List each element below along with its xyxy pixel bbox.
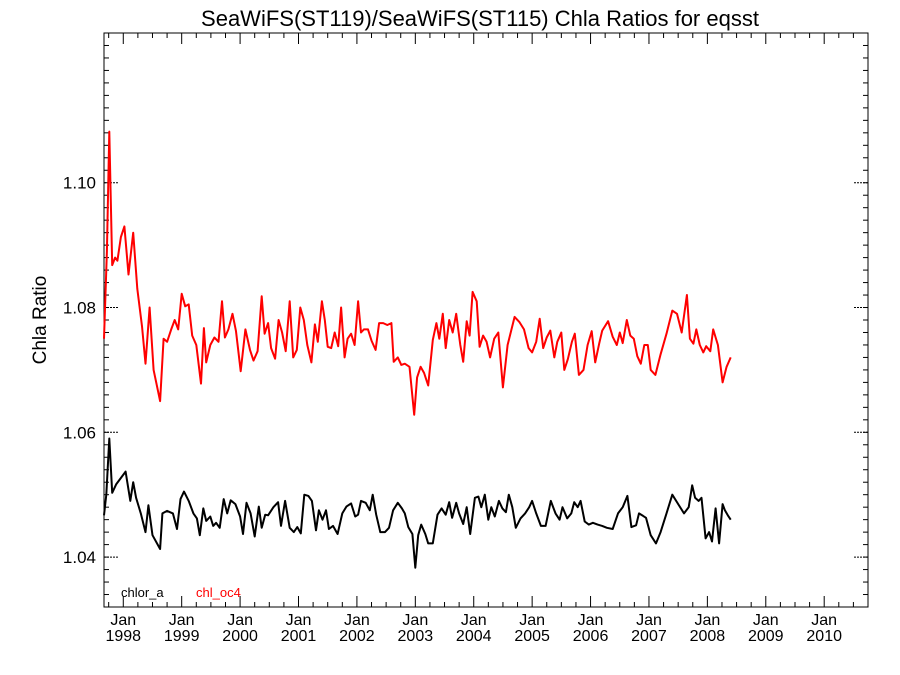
legend-entry-chl-oc4: chl_oc4 [196,585,241,600]
x-tick-label-month: Jan [402,612,428,629]
y-tick-label: 1.06 [63,423,96,442]
x-tick-label-month: Jan [753,612,779,629]
series-line-chlor-a [103,437,732,569]
y-axis-label: Chla Ratio [30,276,51,365]
x-tick-label-year: 2007 [631,628,667,645]
y-tick-label: 1.08 [63,299,96,318]
x-tick-label-month: Jan [578,612,604,629]
x-tick-label-year: 2008 [690,628,726,645]
x-tick-label-year: 2006 [573,628,609,645]
x-tick-label-year: 2010 [806,628,842,645]
x-tick-label-year: 2004 [456,628,492,645]
x-tick-label-month: Jan [286,612,312,629]
y-tick-label: 1.04 [63,548,96,567]
x-tick-label-month: Jan [227,612,253,629]
legend: chlor_a chl_oc4 [121,585,241,600]
x-tick-label-year: 2000 [222,628,258,645]
y-tick-label: 1.10 [63,174,96,193]
x-tick-label-year: 2009 [748,628,784,645]
x-tick-label-month: Jan [461,612,487,629]
x-tick-label-year: 1998 [105,628,141,645]
series-line-chl-oc4 [103,130,732,416]
x-tick-label-month: Jan [169,612,195,629]
x-tick-label-month: Jan [519,612,545,629]
x-tick-label-month: Jan [636,612,662,629]
x-tick-label-month: Jan [811,612,837,629]
x-tick-label-month: Jan [694,612,720,629]
x-tick-label-month: Jan [110,612,136,629]
chart-title: SeaWiFS(ST119)/SeaWiFS(ST115) Chla Ratio… [201,6,759,31]
x-tick-label-year: 1999 [164,628,200,645]
x-tick-label-month: Jan [344,612,370,629]
axes: 1.041.061.081.10Jan1998Jan1999Jan2000Jan… [63,32,869,645]
series-group [103,130,732,569]
x-tick-label-year: 2002 [339,628,375,645]
x-tick-label-year: 2003 [398,628,434,645]
x-tick-label-year: 2005 [514,628,550,645]
plot-frame [103,32,869,608]
x-tick-label-year: 2001 [281,628,317,645]
legend-entry-chlor-a: chlor_a [121,585,164,600]
